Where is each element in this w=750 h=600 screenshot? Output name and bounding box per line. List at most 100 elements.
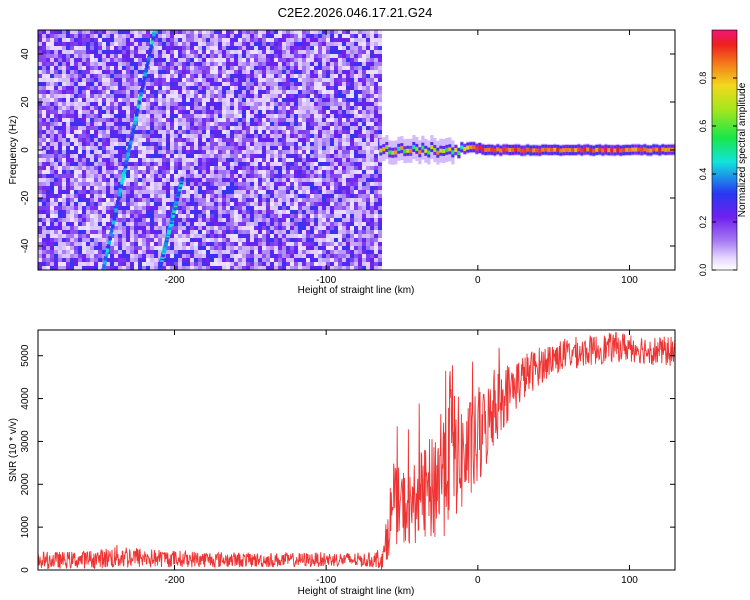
heatmap-cell <box>46 114 50 118</box>
heatmap-cell <box>278 170 282 174</box>
heatmap-cell <box>66 46 70 50</box>
heatmap-cell <box>86 186 90 190</box>
heatmap-cell <box>86 258 90 262</box>
heatmap-cell <box>254 110 258 114</box>
heatmap-cell <box>194 38 198 42</box>
heatmap-cell <box>38 58 42 62</box>
heatmap-cell <box>118 90 122 94</box>
heatmap-cell <box>98 46 102 50</box>
heatmap-cell <box>158 98 162 102</box>
heatmap-cell <box>330 126 334 130</box>
heatmap-cell <box>342 262 346 266</box>
heatmap-cell <box>130 170 134 174</box>
heatmap-cell <box>38 82 42 86</box>
heatmap-cell <box>346 90 350 94</box>
heatmap-cell <box>326 238 330 242</box>
heatmap-cell <box>338 110 342 114</box>
heatmap-cell <box>46 102 50 106</box>
heatmap-cell <box>86 154 90 158</box>
heatmap-cell <box>194 258 198 262</box>
heatmap-cell <box>118 154 122 158</box>
heatmap-cell <box>338 78 342 82</box>
heatmap-cell <box>278 210 282 214</box>
heatmap-cell <box>318 46 322 50</box>
heatmap-cell <box>58 230 62 234</box>
heatmap-cell <box>190 34 194 38</box>
heatmap-cell <box>278 74 282 78</box>
heatmap-cell <box>130 202 134 206</box>
heatmap-cell <box>282 162 286 166</box>
heatmap-cell <box>114 226 118 230</box>
heatmap-cell <box>218 142 222 146</box>
heatmap-cell <box>242 94 246 98</box>
heatmap-cell <box>262 70 266 74</box>
heatmap-cell <box>142 42 146 46</box>
heatmap-cell <box>58 102 62 106</box>
heatmap-cell <box>214 130 218 134</box>
heatmap-cell <box>42 102 46 106</box>
heatmap-cell <box>194 234 198 238</box>
heatmap-cell <box>298 246 302 250</box>
heatmap-cell <box>50 34 54 38</box>
heatmap-cell <box>322 166 326 170</box>
heatmap-cell <box>206 74 210 78</box>
heatmap-cell <box>206 194 210 198</box>
heatmap-cell <box>54 50 58 54</box>
heatmap-cell <box>314 138 318 142</box>
heatmap-cell <box>166 142 170 146</box>
heatmap-cell <box>158 186 162 190</box>
heatmap-cell <box>234 46 238 50</box>
heatmap-cell <box>254 106 258 110</box>
heatmap-cell <box>342 174 346 178</box>
heatmap-cell <box>142 58 146 62</box>
heatmap-cell <box>158 90 162 94</box>
heatmap-cell <box>122 214 126 218</box>
heatmap-cell <box>266 70 270 74</box>
heatmap-cell <box>166 122 170 126</box>
heatmap-cell <box>258 178 262 182</box>
heatmap-cell <box>210 174 214 178</box>
heatmap-cell <box>338 118 342 122</box>
heatmap-cell <box>66 134 70 138</box>
heatmap-cell <box>354 162 358 166</box>
heatmap-cell <box>322 230 326 234</box>
heatmap-cell <box>350 146 354 150</box>
heatmap-cell <box>302 50 306 54</box>
heatmap-cell <box>286 262 290 266</box>
heatmap-cell <box>298 262 302 266</box>
heatmap-cell <box>306 118 310 122</box>
heatmap-cell <box>78 142 82 146</box>
heatmap-cell <box>82 182 86 186</box>
heatmap-cell <box>138 34 142 38</box>
heatmap-cell <box>354 182 358 186</box>
heatmap-cell <box>294 222 298 226</box>
heatmap-cell <box>338 194 342 198</box>
heatmap-cell <box>54 110 58 114</box>
heatmap-cell <box>350 174 354 178</box>
heatmap-cell <box>130 66 134 70</box>
heatmap-cell <box>294 150 298 154</box>
heatmap-cell <box>78 262 82 266</box>
heatmap-cell <box>318 74 322 78</box>
heatmap-cell <box>82 214 86 218</box>
heatmap-cell <box>290 162 294 166</box>
heatmap-cell <box>226 226 230 230</box>
heatmap-cell <box>82 74 86 78</box>
heatmap-cell <box>162 46 166 50</box>
heatmap-cell <box>350 90 354 94</box>
heatmap-cell <box>178 246 182 250</box>
heatmap-cell <box>230 130 234 134</box>
heatmap-cell <box>154 122 158 126</box>
heatmap-cell <box>126 198 130 202</box>
heatmap-cell <box>222 130 226 134</box>
heatmap-cell <box>218 134 222 138</box>
heatmap-cell <box>226 34 230 38</box>
heatmap-cell <box>266 210 270 214</box>
heatmap-cell <box>54 86 58 90</box>
heatmap-cell <box>310 190 314 194</box>
heatmap-cell <box>246 122 250 126</box>
heatmap-cell <box>266 162 270 166</box>
heatmap-cell <box>310 250 314 254</box>
heatmap-cell <box>166 154 170 158</box>
heatmap-cell <box>98 262 102 266</box>
